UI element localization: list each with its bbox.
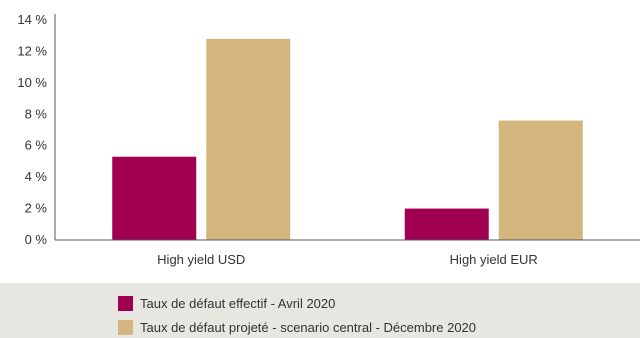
- y-tick-label: 0 %: [25, 232, 48, 247]
- legend-swatch-effectif: [118, 295, 133, 311]
- legend-item-effectif: Taux de défaut effectif - Avril 2020: [118, 293, 335, 313]
- y-tick-label: 8 %: [25, 106, 48, 121]
- x-tick-label: High yield EUR: [450, 252, 538, 267]
- legend-swatch-projete: [118, 319, 133, 335]
- bars: [112, 38, 583, 240]
- bar-chart: 0 % 2 % 4 % 6 % 8 % 10 % 12 % 14 % High yield U…: [17, 12, 640, 267]
- y-axis: 0 % 2 % 4 % 6 % 8 % 10 % 12 % 14 %: [17, 12, 56, 247]
- y-tick-label: 4 %: [25, 169, 48, 184]
- legend: Taux de défaut effectif - Avril 2020 Tau…: [0, 283, 640, 338]
- bar-effectif-0: [112, 156, 197, 240]
- y-tick-label: 14 %: [17, 12, 47, 27]
- legend-item-projete: Taux de défaut projeté - scenario centra…: [118, 317, 476, 337]
- x-tick-label: High yield USD: [157, 252, 245, 267]
- y-tick-label: 10 %: [17, 75, 47, 90]
- bar-projete-0: [206, 38, 291, 240]
- x-axis: High yield USD High yield EUR: [55, 239, 640, 267]
- legend-label-projete: Taux de défaut projeté - scenario centra…: [140, 319, 477, 335]
- bar-projete-1: [498, 120, 583, 240]
- y-tick-label: 2 %: [25, 201, 48, 216]
- bar-effectif-1: [404, 208, 489, 240]
- y-tick-label: 6 %: [25, 138, 48, 153]
- legend-label-effectif: Taux de défaut effectif - Avril 2020: [140, 295, 336, 311]
- y-tick-label: 12 %: [17, 43, 47, 58]
